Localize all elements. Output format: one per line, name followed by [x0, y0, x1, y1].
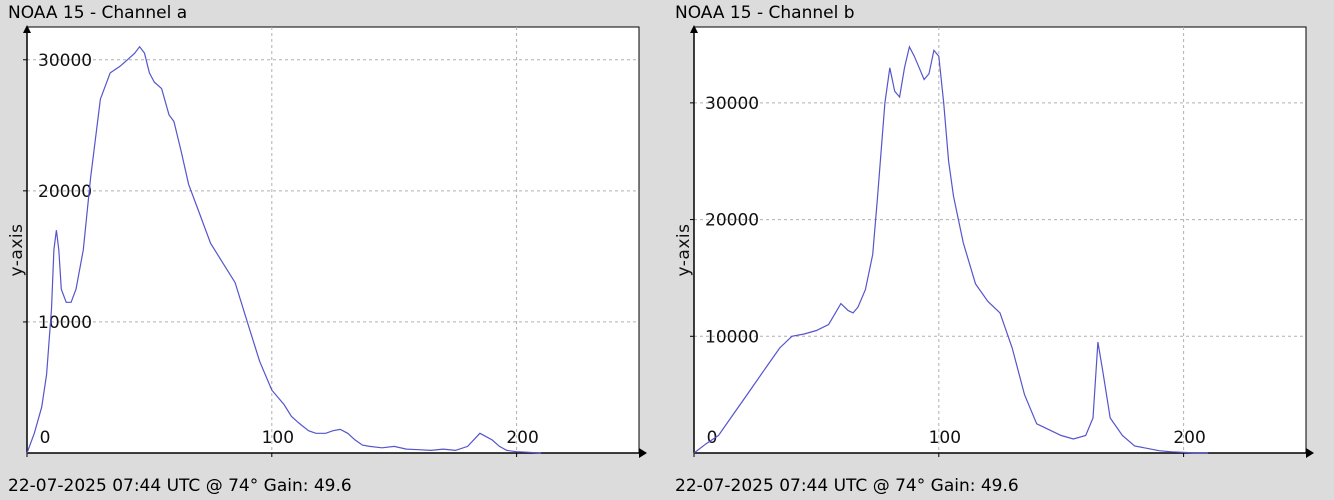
chart-panel-channel-b: 0 100 200 10000 20000 30000 y-axis NOAA 15 - C… [667, 0, 1334, 500]
chart-footer-status: 22-07-2025 07:44 UTC @ 74° Gain: 49.6 [8, 476, 352, 496]
y-axis-label: y-axis [674, 224, 694, 277]
chart-panel-channel-a: 0 100 200 10000 20000 30000 y-axis NOAA 15 - C… [7, 3, 647, 496]
x-tick-label: 200 [1173, 428, 1205, 448]
plot-area-channel-b: 0 100 200 10000 20000 30000 y-axis [674, 25, 1314, 458]
x-axis-arrow-icon [1306, 448, 1314, 458]
plot-area-channel-a: 0 100 200 10000 20000 30000 y-axis [7, 25, 647, 458]
x-tick-label: 0 [40, 428, 51, 448]
y-axis-arrow-icon [23, 25, 31, 33]
x-axis-arrow-icon [639, 448, 647, 458]
y-axis-label: y-axis [7, 224, 27, 277]
x-tick-label: 100 [929, 428, 961, 448]
y-tick-label: 20000 [38, 182, 92, 202]
x-tick-label: 0 [707, 428, 718, 448]
chart-title: NOAA 15 - Channel b [675, 3, 855, 23]
y-tick-label: 30000 [38, 51, 92, 71]
chart-footer-status: 22-07-2025 07:44 UTC @ 74° Gain: 49.6 [675, 476, 1019, 496]
x-tick-label: 200 [506, 428, 538, 448]
series-line [26, 45, 542, 454]
chart-title: NOAA 15 - Channel a [8, 3, 188, 23]
x-tick-label: 100 [262, 428, 294, 448]
series-line [693, 45, 1209, 454]
y-tick-label: 30000 [705, 94, 759, 114]
y-tick-label: 10000 [705, 327, 759, 347]
plot-background [26, 26, 640, 454]
y-tick-label: 20000 [705, 211, 759, 231]
plot-background [693, 26, 1307, 454]
y-axis-arrow-icon [690, 25, 698, 33]
y-tick-label: 10000 [38, 313, 92, 333]
